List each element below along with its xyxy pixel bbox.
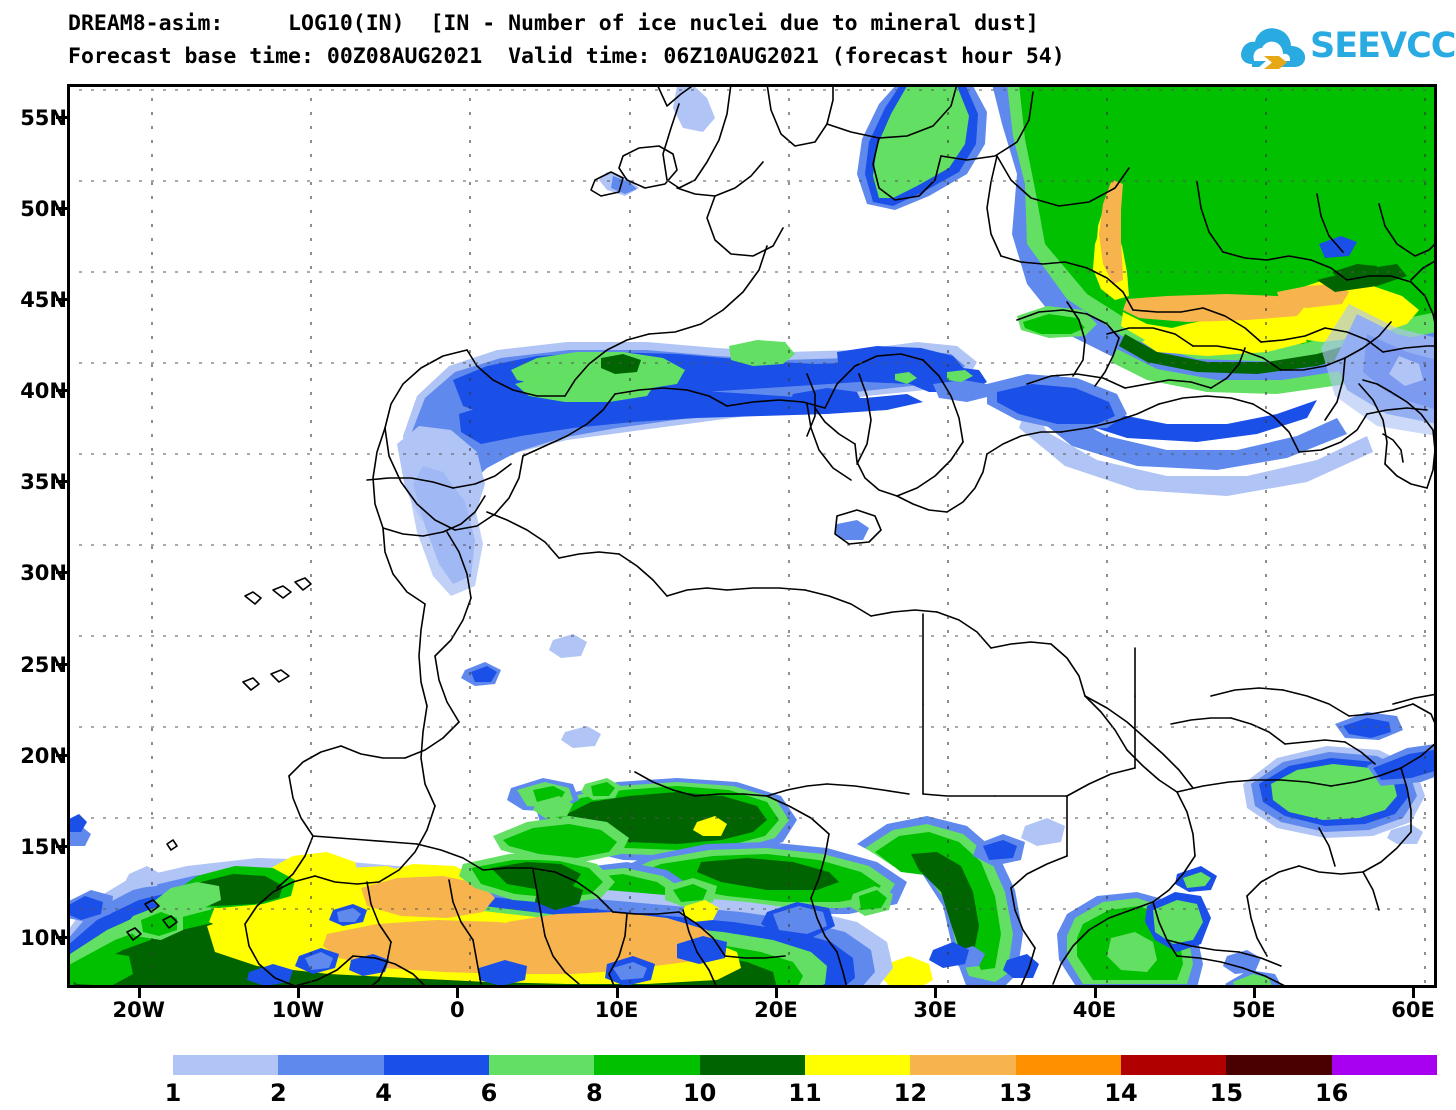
colorbar-tick-2: 2 bbox=[269, 1079, 287, 1107]
lon-tick bbox=[1252, 988, 1256, 998]
colorbar-segment-1-2[interactable] bbox=[173, 1055, 279, 1075]
lat-tick bbox=[56, 298, 67, 302]
map-coastlines bbox=[126, 84, 1437, 988]
colorbar-segment-4-6[interactable] bbox=[383, 1055, 489, 1075]
lat-tick bbox=[56, 571, 67, 575]
header-title-line: DREAM8-asim: LOG10(IN) [IN - Number of i… bbox=[68, 11, 1039, 36]
lat-tick bbox=[56, 480, 67, 484]
lon-tick bbox=[1412, 988, 1416, 998]
colorbar-tick-6: 6 bbox=[480, 1079, 498, 1107]
colorbar-segment-10-11[interactable] bbox=[699, 1055, 805, 1075]
lon-label-0: 0 bbox=[449, 998, 465, 1022]
colorbar-tick-11: 11 bbox=[788, 1079, 822, 1107]
lon-label-30E: 30E bbox=[913, 998, 957, 1022]
colorbar-segment-15-16[interactable] bbox=[1226, 1055, 1332, 1075]
lon-label-10E: 10E bbox=[594, 998, 639, 1022]
seevccc-logo: SEEVCCC bbox=[1238, 20, 1456, 76]
region-anatolia bbox=[987, 306, 1127, 430]
region-scandinavia bbox=[599, 84, 987, 210]
colorbar-tick-4: 4 bbox=[375, 1079, 392, 1107]
lon-label-20W: 20W bbox=[112, 998, 165, 1022]
colorbar-segment-6-8[interactable] bbox=[488, 1055, 595, 1075]
colorbar-segment->16[interactable] bbox=[1331, 1055, 1437, 1075]
lat-tick bbox=[56, 389, 67, 393]
latitude-axis: 55N 50N 45N 40N 35N 30N 25N 20N 15N 10N bbox=[0, 84, 67, 988]
lon-tick bbox=[934, 988, 938, 998]
longitude-axis: 20W 10W 0 10E 20E 30E 40E 50E 60E bbox=[67, 988, 1437, 1030]
colorbar-tick-16: 16 bbox=[1314, 1079, 1349, 1107]
map-canvas[interactable] bbox=[67, 84, 1437, 988]
header: DREAM8-asim: LOG10(IN) [IN - Number of i… bbox=[0, 0, 1456, 84]
region-west-africa-sahel bbox=[67, 816, 969, 988]
colorbar-strip[interactable] bbox=[173, 1055, 1437, 1075]
lat-tick bbox=[56, 753, 67, 757]
scattered-dust-cells bbox=[67, 778, 1065, 916]
lat-tick bbox=[56, 206, 67, 210]
colorbar-segment-13-14[interactable] bbox=[1015, 1055, 1121, 1075]
lat-tick bbox=[56, 844, 67, 848]
colorbar-tick-15: 15 bbox=[1209, 1079, 1244, 1107]
lon-label-50E: 50E bbox=[1232, 998, 1276, 1022]
lon-tick bbox=[774, 988, 778, 998]
lon-label-20E: 20E bbox=[754, 998, 798, 1022]
lon-tick bbox=[456, 988, 460, 998]
lon-label-60E: 60E bbox=[1391, 998, 1435, 1022]
lon-label-40E: 40E bbox=[1072, 998, 1117, 1022]
colorbar-segment-11-12[interactable] bbox=[804, 1055, 911, 1075]
lat-tick bbox=[56, 935, 67, 939]
forecast-map[interactable] bbox=[67, 84, 1437, 988]
logo-text: SEEVCCC bbox=[1310, 26, 1456, 66]
colorbar-segment-14-15[interactable] bbox=[1120, 1055, 1227, 1075]
colorbar-segment-8-10[interactable] bbox=[594, 1055, 700, 1075]
colorbar-tick-8: 8 bbox=[585, 1079, 603, 1107]
lon-tick bbox=[137, 988, 141, 998]
lon-tick bbox=[615, 988, 619, 998]
lat-tick bbox=[56, 115, 67, 119]
colorbar-legend[interactable]: 1 2 4 6 8 10 11 12 13 14 15 16 bbox=[165, 1055, 1437, 1107]
region-nile-ethiopia bbox=[857, 816, 1283, 988]
region-arabian-sea bbox=[1243, 712, 1437, 844]
colorbar-tick-1: 1 bbox=[164, 1079, 182, 1107]
colorbar-tick-13: 13 bbox=[998, 1079, 1033, 1107]
header-time-line: Forecast base time: 00Z08AUG2021 Valid t… bbox=[68, 44, 1065, 69]
cloud-icon bbox=[1241, 28, 1306, 69]
colorbar-tick-14: 14 bbox=[1104, 1079, 1138, 1107]
lon-label-10W: 10W bbox=[271, 998, 325, 1022]
colorbar-tick-10: 10 bbox=[682, 1079, 717, 1107]
lon-tick bbox=[1093, 988, 1097, 998]
colorbar-segment-12-13[interactable] bbox=[910, 1055, 1016, 1075]
colorbar-tick-12: 12 bbox=[893, 1079, 928, 1107]
map-gridlines bbox=[67, 89, 1437, 910]
colorbar-segment-2-4[interactable] bbox=[278, 1055, 384, 1075]
lat-tick bbox=[56, 662, 67, 666]
lon-tick bbox=[296, 988, 300, 998]
